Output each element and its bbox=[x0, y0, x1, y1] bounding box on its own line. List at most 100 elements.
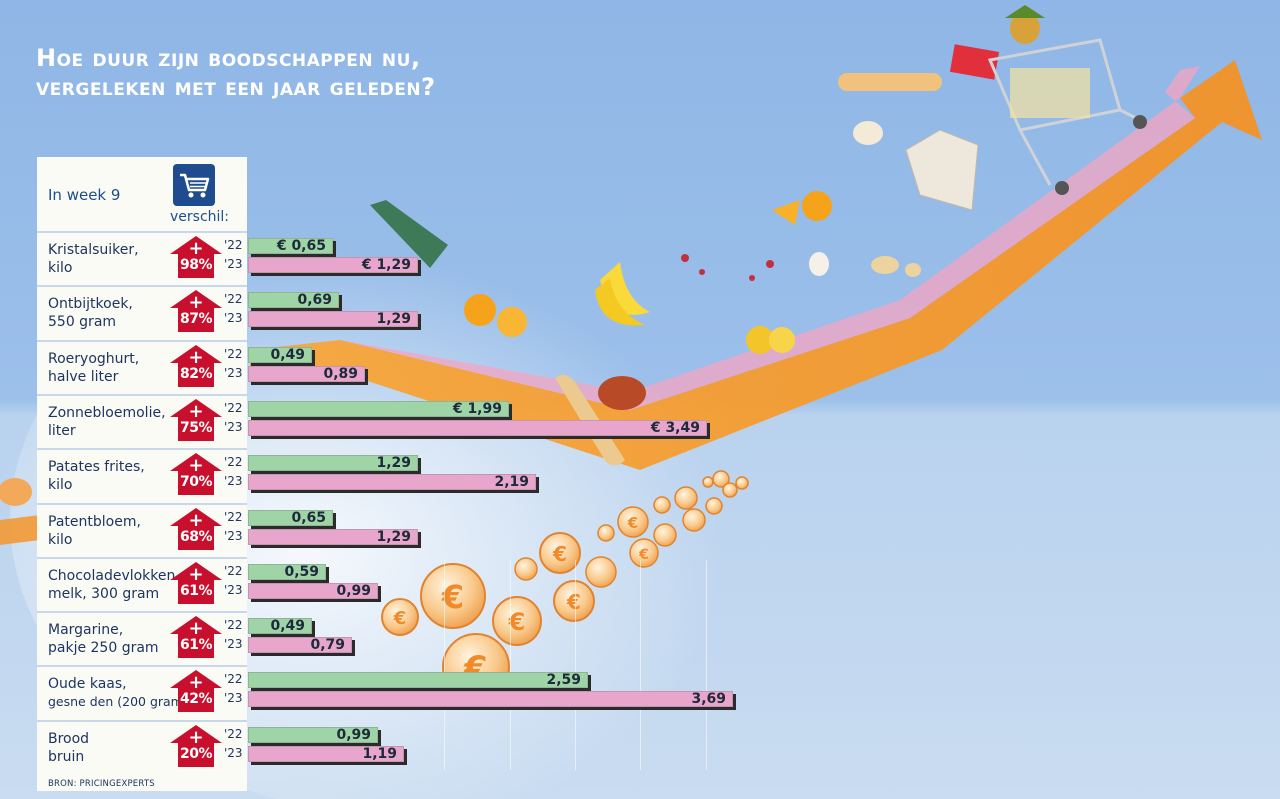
row-divider bbox=[37, 556, 247, 559]
difference-header: verschil: bbox=[170, 209, 230, 225]
bar-value-label: € 1,29 bbox=[361, 257, 411, 273]
year-label: '22 bbox=[224, 292, 243, 307]
product-name-line-1: Patentbloem, bbox=[48, 513, 141, 530]
up-arrow-icon: + bbox=[170, 724, 222, 767]
svg-text:+: + bbox=[188, 618, 203, 639]
product-name-line-1: Chocoladevlokken bbox=[48, 567, 176, 584]
year-label: '22 bbox=[224, 563, 243, 578]
increase-percentage: 75% bbox=[179, 419, 213, 436]
svg-text:+: + bbox=[188, 672, 203, 693]
product-name-line-2: kilo bbox=[48, 531, 73, 548]
increase-badge: +61% bbox=[168, 560, 224, 604]
product-name-line-2: halve liter bbox=[48, 368, 119, 385]
row-divider bbox=[37, 665, 247, 668]
bar-2022: 0,59 bbox=[248, 563, 326, 580]
product-name-line-2: liter bbox=[48, 422, 76, 439]
year-label: '23 bbox=[224, 474, 243, 489]
increase-percentage: 42% bbox=[179, 691, 213, 708]
up-arrow-icon: + bbox=[170, 616, 222, 659]
svg-text:€: € bbox=[393, 608, 407, 629]
product-name: Margarine, pakje 250 gram bbox=[48, 621, 159, 657]
bar-value-label: 0,69 bbox=[297, 292, 332, 309]
grid-line bbox=[640, 560, 641, 770]
grid-line bbox=[575, 560, 576, 770]
bar-value-label: 1,29 bbox=[376, 455, 411, 472]
headline: Hoe duur zijn boodschappen nu, vergeleke… bbox=[36, 44, 796, 102]
up-arrow-icon: + bbox=[170, 236, 222, 278]
bar-value-label: 0,79 bbox=[310, 637, 345, 654]
row-divider bbox=[37, 719, 247, 722]
product-name-line-1: Patates frites, bbox=[48, 459, 145, 476]
increase-percentage: 82% bbox=[179, 365, 213, 382]
grid-line bbox=[444, 560, 445, 770]
year-label: '22 bbox=[224, 455, 243, 470]
bar-2022: 0,65 bbox=[248, 509, 333, 526]
increase-badge: +87% bbox=[168, 288, 224, 333]
bar-2023: 0,99 bbox=[248, 582, 378, 599]
bar-2022: € 0,65 bbox=[248, 238, 333, 254]
product-name: Oude kaas, gesne den (200 gram) bbox=[48, 675, 188, 711]
bar-value-label: 2,19 bbox=[494, 474, 529, 491]
increase-badge: +70% bbox=[168, 451, 224, 496]
svg-text:€: € bbox=[508, 608, 526, 636]
product-name-line-1: Ontbijtkoek, bbox=[48, 296, 133, 313]
increase-percentage: 68% bbox=[179, 528, 213, 545]
product-name-line-1: Oude kaas, bbox=[48, 676, 127, 693]
product-name-line-2: bruin bbox=[48, 748, 85, 765]
row-divider bbox=[37, 611, 247, 614]
product-name-line-1: Brood bbox=[48, 730, 90, 747]
year-label: '23 bbox=[224, 745, 243, 760]
row-divider bbox=[37, 502, 247, 505]
increase-badge: +42% bbox=[168, 668, 224, 713]
bar-value-label: 0,49 bbox=[270, 618, 305, 635]
up-arrow-icon: + bbox=[170, 453, 222, 496]
grid-line bbox=[706, 560, 707, 770]
year-label: '22 bbox=[224, 509, 243, 524]
row-divider bbox=[37, 339, 247, 342]
bar-2023: 0,79 bbox=[248, 637, 352, 654]
svg-text:+: + bbox=[188, 455, 203, 476]
up-arrow-icon: + bbox=[170, 670, 222, 713]
increase-badge: +75% bbox=[168, 397, 224, 441]
svg-text:+: + bbox=[188, 347, 203, 368]
bar-2022: 0,69 bbox=[248, 292, 339, 309]
year-label: '22 bbox=[224, 400, 243, 415]
product-name-line-1: Margarine, bbox=[48, 622, 124, 639]
bar-2023: 3,69 bbox=[248, 691, 733, 708]
increase-badge: +20% bbox=[168, 723, 224, 767]
year-label: '22 bbox=[224, 238, 243, 252]
year-label: '22 bbox=[224, 672, 243, 687]
product-name-line-2: pakje 250 gram bbox=[48, 640, 159, 657]
up-arrow-icon: + bbox=[170, 561, 222, 604]
row-divider bbox=[37, 285, 247, 288]
grid-line bbox=[510, 560, 511, 770]
product-name-line-2: kilo bbox=[48, 477, 73, 494]
increase-badge: +68% bbox=[168, 506, 224, 550]
row-divider bbox=[37, 231, 247, 233]
bar-value-label: 0,59 bbox=[284, 563, 319, 580]
increase-percentage: 98% bbox=[179, 257, 213, 273]
increase-percentage: 61% bbox=[179, 582, 213, 599]
bar-2023: 1,29 bbox=[248, 311, 418, 328]
svg-text:+: + bbox=[188, 510, 203, 531]
svg-text:€: € bbox=[627, 514, 638, 532]
bar-value-label: 0,89 bbox=[323, 365, 358, 382]
source-note: BRON: PRICINGEXPERTS bbox=[48, 779, 155, 789]
increase-badge: +82% bbox=[168, 343, 224, 387]
product-name-line-2: gesne den (200 gram) bbox=[48, 694, 188, 710]
product-name-line-2: melk, 300 gram bbox=[48, 585, 160, 602]
product-name: Zonnebloemolie, liter bbox=[48, 404, 166, 440]
week-label: In week 9 bbox=[48, 186, 121, 204]
bar-value-label: 3,69 bbox=[691, 691, 726, 708]
bar-2022: 2,59 bbox=[248, 672, 588, 689]
product-name: Ontbijtkoek, 550 gram bbox=[48, 295, 133, 331]
bar-value-label: 0,65 bbox=[291, 509, 326, 526]
bar-2023: € 1,29 bbox=[248, 257, 418, 273]
year-label: '23 bbox=[224, 365, 243, 380]
product-name: Brood bruin bbox=[48, 730, 89, 766]
bar-value-label: 1,29 bbox=[376, 528, 411, 545]
svg-text:€: € bbox=[566, 590, 581, 614]
bar-value-label: 1,19 bbox=[362, 745, 397, 762]
product-name: Chocoladevlokken melk, 300 gram bbox=[48, 567, 175, 603]
year-label: '23 bbox=[224, 311, 243, 326]
